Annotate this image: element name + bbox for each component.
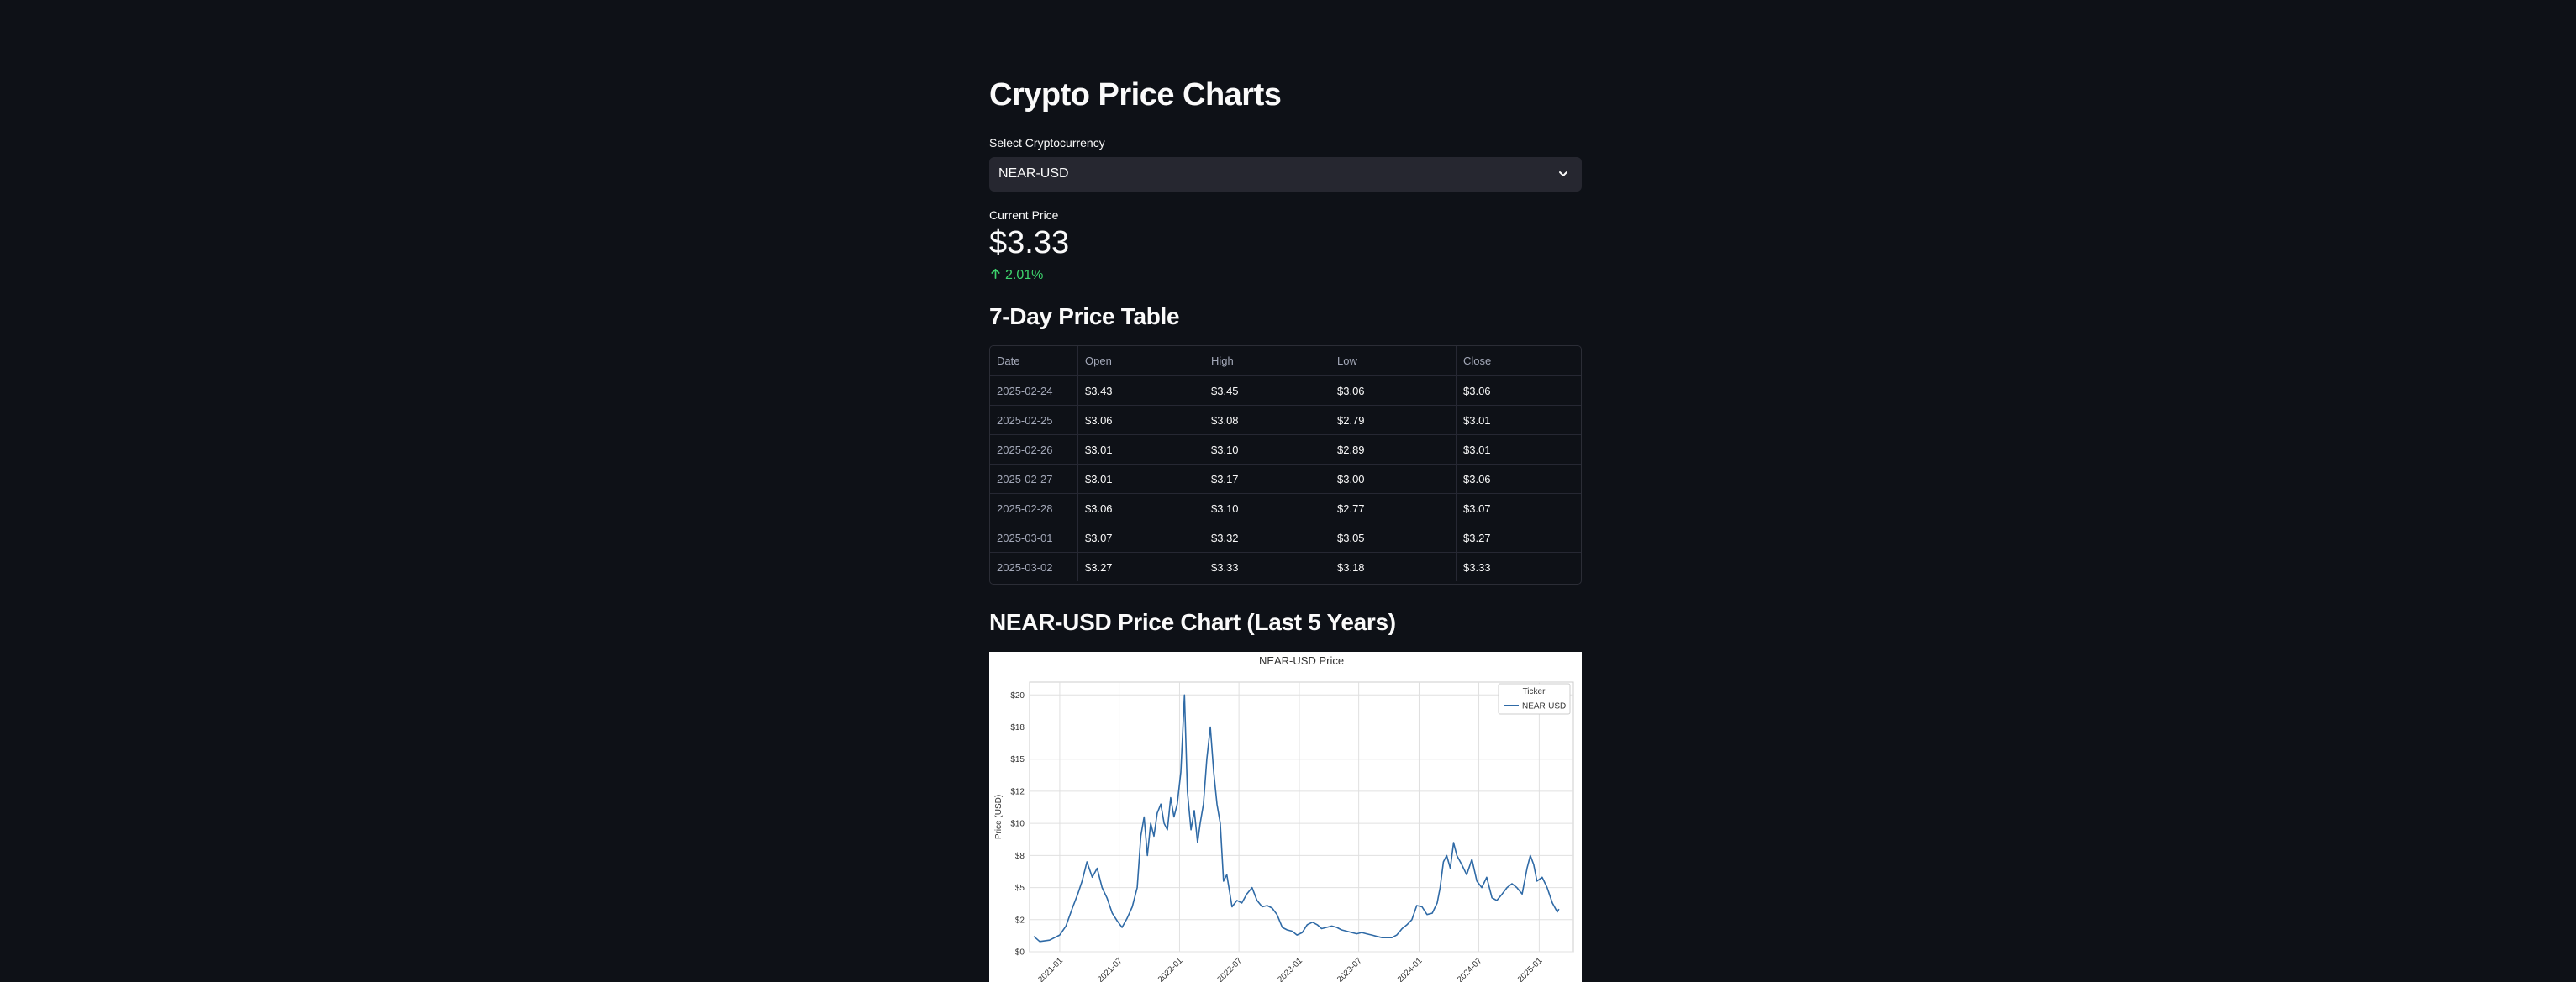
table-row: 2025-02-27 $3.01 $3.17 $3.00 $3.06 xyxy=(990,464,1581,494)
y-axis-label: Price (USD) xyxy=(994,795,1004,839)
table-cell[interactable]: $3.05 xyxy=(1330,523,1457,553)
column-header[interactable]: High xyxy=(1204,346,1330,376)
table-cell[interactable]: $3.00 xyxy=(1330,464,1457,494)
table-cell[interactable]: $3.33 xyxy=(1463,560,1491,574)
table-cell[interactable]: $3.06 xyxy=(1456,375,1581,406)
table-cell[interactable]: $3.10 xyxy=(1204,434,1330,465)
y-tick-label: $0 xyxy=(1015,948,1025,958)
table-header-row: Date Open High Low Close xyxy=(990,346,1581,376)
table-cell[interactable]: $3.06 xyxy=(1456,464,1581,494)
table-cell-date[interactable]: 2025-02-24 xyxy=(990,375,1078,406)
y-tick-label: $8 xyxy=(1015,852,1025,861)
column-header[interactable]: Low xyxy=(1330,346,1457,376)
arrow-up-icon xyxy=(989,267,1002,284)
x-tick-label: 2022-07 xyxy=(1216,956,1245,982)
metric-value: $3.33 xyxy=(989,225,1070,260)
y-tick-label: $2 xyxy=(1015,916,1025,925)
table-cell[interactable]: $3.01 xyxy=(1456,405,1581,435)
table-cell[interactable]: $3.18 xyxy=(1330,552,1457,581)
price-chart[interactable]: $0 $2 $5 $8 $10 $12 $15 $18 $20 2021-01 2021-07 202… xyxy=(989,652,1582,982)
table-cell-date[interactable]: 2025-02-25 xyxy=(990,405,1078,435)
table-cell[interactable]: $3.32 xyxy=(1204,523,1330,553)
x-tick-label: 2022-01 xyxy=(1156,956,1185,982)
table-cell[interactable]: $2.77 xyxy=(1330,493,1457,523)
series-line-near-usd xyxy=(1033,694,1560,943)
y-tick-label: $5 xyxy=(1015,884,1025,893)
metric-label: Current Price xyxy=(989,208,1059,222)
legend-entry: NEAR-USD xyxy=(1522,702,1566,712)
table-cell-date[interactable]: 2025-03-01 xyxy=(990,523,1078,553)
y-tick-label: $20 xyxy=(1010,691,1025,701)
table-heading: 7-Day Price Table xyxy=(989,303,1180,329)
table-row: 2025-02-25 $3.06 $3.08 $2.79 $3.01 xyxy=(990,405,1581,435)
column-header[interactable]: Open xyxy=(1077,346,1204,376)
table-cell[interactable]: $3.10 xyxy=(1204,493,1330,523)
table-row: 2025-02-28 $3.06 $3.10 $2.77 $3.07 xyxy=(990,493,1581,523)
chevron-down-icon xyxy=(1557,167,1570,181)
y-tick-label: $10 xyxy=(1010,820,1025,829)
chart-heading: NEAR-USD Price Chart (Last 5 Years) xyxy=(989,609,1396,635)
table-cell-date[interactable]: 2025-02-28 xyxy=(990,493,1078,523)
table-cell[interactable]: $3.06 xyxy=(1077,493,1204,523)
table-cell-date[interactable]: 2025-02-27 xyxy=(990,464,1078,494)
x-tick-label: 2023-07 xyxy=(1335,956,1364,982)
table-cell[interactable]: $3.07 xyxy=(1456,493,1581,523)
crypto-select-value: NEAR-USD xyxy=(998,166,1069,181)
x-tick-label: 2021-01 xyxy=(1036,956,1065,982)
table-cell-date[interactable]: 2025-03-02 xyxy=(990,552,1078,581)
legend-title: Ticker xyxy=(1523,687,1546,696)
table-cell[interactable]: $3.27 xyxy=(1456,523,1581,553)
x-tick-label: 2024-01 xyxy=(1396,956,1425,982)
column-header[interactable]: Close xyxy=(1456,346,1581,376)
table-cell[interactable]: $3.45 xyxy=(1204,375,1330,406)
x-tick-label: 2021-07 xyxy=(1096,956,1125,982)
price-chart-svg: $0 $2 $5 $8 $10 $12 $15 $18 $20 2021-01 2021-07 202… xyxy=(994,654,1574,982)
table-row: 2025-02-24 $3.43 $3.45 $3.06 $3.06 xyxy=(990,375,1581,406)
table-cell[interactable]: $3.07 xyxy=(1077,523,1204,553)
x-tick-label: 2023-01 xyxy=(1276,956,1304,982)
x-tick-label: 2025-01 xyxy=(1516,956,1545,982)
crypto-select[interactable]: NEAR-USD xyxy=(989,157,1582,192)
table-cell[interactable]: $3.01 xyxy=(1077,464,1204,494)
page-title: Crypto Price Charts xyxy=(989,77,1282,113)
table-cell[interactable]: $2.79 xyxy=(1330,405,1457,435)
y-tick-label: $18 xyxy=(1010,723,1025,733)
y-tick-label: $15 xyxy=(1010,755,1025,764)
x-tick-label: 2024-07 xyxy=(1456,956,1484,982)
table-cell[interactable]: $3.43 xyxy=(1077,375,1204,406)
table-cell-date[interactable]: 2025-02-26 xyxy=(990,434,1078,465)
table-cell[interactable]: $2.89 xyxy=(1330,434,1457,465)
table-row: 2025-02-26 $3.01 $3.10 $2.89 $3.01 xyxy=(990,434,1581,465)
y-tick-label: $12 xyxy=(1010,787,1025,796)
table-row: 2025-03-01 $3.07 $3.32 $3.05 $3.27 xyxy=(990,523,1581,553)
select-label: Select Cryptocurrency xyxy=(989,136,1105,150)
table-cell[interactable]: $3.27 xyxy=(1077,552,1204,581)
table-cell[interactable]: $3.17 xyxy=(1204,464,1330,494)
metric-delta: 2.01% xyxy=(989,267,1043,284)
chart-title: NEAR-USD Price xyxy=(1259,654,1344,667)
column-header[interactable]: Date xyxy=(990,346,1078,376)
table-cell[interactable]: $3.01 xyxy=(1077,434,1204,465)
price-table[interactable]: Date Open High Low Close 2025-02-24 $3.43… xyxy=(989,345,1582,585)
table-row: 2025-03-02 $3.27 $3.33 $3.18 $3.33 xyxy=(990,552,1581,581)
table-cell[interactable]: $3.06 xyxy=(1077,405,1204,435)
table-cell[interactable]: $3.06 xyxy=(1330,375,1457,406)
metric-delta-value: 2.01% xyxy=(1005,268,1044,282)
table-cell[interactable]: $3.01 xyxy=(1456,434,1581,465)
table-cell[interactable]: $3.08 xyxy=(1204,405,1330,435)
table-cell[interactable]: $3.33 xyxy=(1204,552,1330,581)
